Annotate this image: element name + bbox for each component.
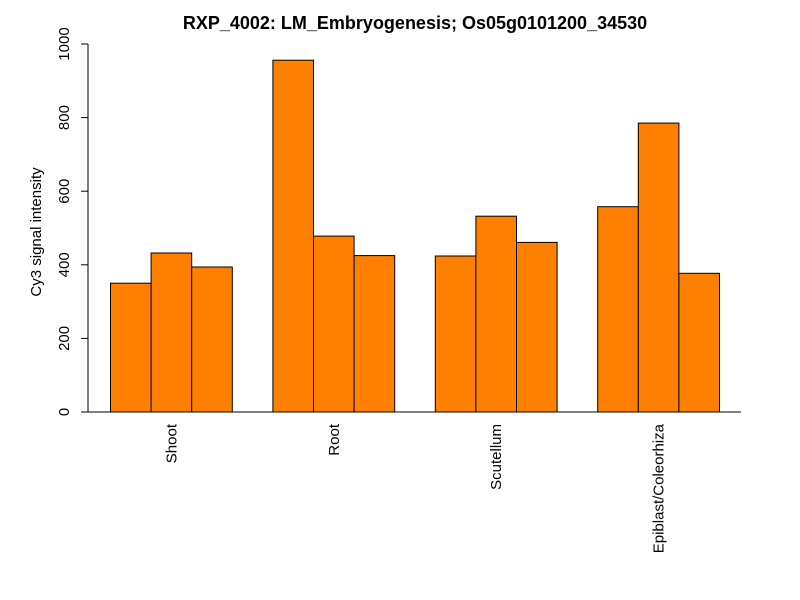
bar-root-2	[313, 235, 355, 413]
bar-root-3	[353, 255, 396, 413]
bar-shoot-2	[150, 252, 193, 413]
y-tick-label: 0	[56, 408, 73, 416]
bar-shoot-3	[191, 266, 233, 413]
category-labels: Shoot Root Scutellum Epiblast/Coleorhiza	[163, 423, 667, 553]
bar-root-1	[272, 59, 314, 413]
category-label: Epiblast/Coleorhiza	[651, 423, 668, 553]
category-label: Root	[326, 423, 343, 456]
y-tick-label: 800	[56, 105, 73, 130]
bar-shoot-1	[110, 282, 152, 413]
y-tick-label: 1000	[56, 27, 73, 60]
category-label: Shoot	[163, 423, 180, 463]
bars-group	[110, 59, 721, 413]
y-axis-label: Cy3 signal intensity	[28, 167, 45, 297]
bar-epiblast-coleorhiza-1	[597, 206, 639, 413]
y-tick-label: 600	[56, 179, 73, 204]
bar-scutellum-2	[475, 215, 517, 413]
bar-scutellum-3	[516, 241, 558, 413]
chart-title: RXP_4002: LM_Embryogenesis; Os05g0101200…	[183, 13, 647, 33]
bar-epiblast-coleorhiza-3	[678, 272, 721, 413]
y-tick-label: 400	[56, 252, 73, 277]
y-tick-label: 200	[56, 326, 73, 351]
category-label: Scutellum	[488, 424, 505, 490]
y-axis: 0 200 400 600 800 1000	[56, 27, 89, 416]
bar-epiblast-coleorhiza-2	[637, 122, 680, 413]
bar-scutellum-1	[434, 255, 477, 413]
